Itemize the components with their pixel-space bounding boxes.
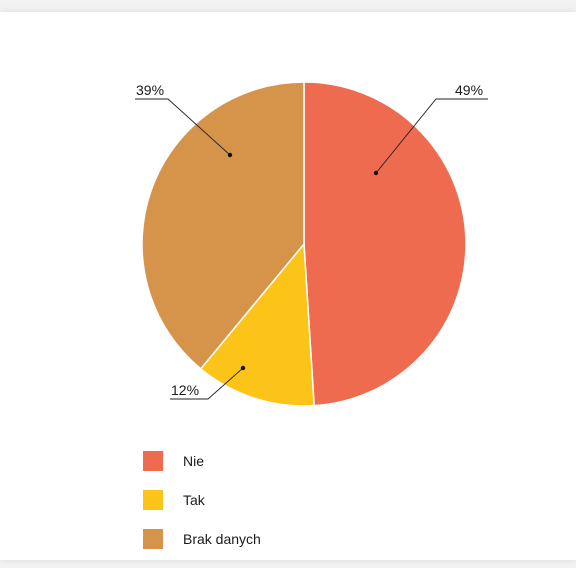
legend-label-brak-danych: Brak danych [183, 531, 261, 547]
pie-labels: 49% 12% 39% [135, 82, 488, 400]
data-label-tak: 12% [171, 382, 199, 398]
leader-line-brak-danych [135, 98, 231, 156]
data-label-brak-danych: 39% [136, 82, 164, 98]
leader-dot-tak [240, 365, 246, 371]
legend-label-nie: Nie [183, 453, 205, 469]
data-label-nie: 49% [455, 82, 483, 98]
pie-slice-nie [303, 81, 467, 407]
pie-slices [141, 81, 467, 407]
chart-card: 49% 12% 39% Nie Tak Brak danych [0, 12, 576, 560]
leader-dot-nie [373, 170, 379, 176]
legend-swatch-tak [143, 490, 163, 510]
legend-item-tak: Tak [143, 490, 261, 510]
legend-swatch-nie [143, 451, 163, 471]
leader-dot-brak-danych [227, 152, 233, 158]
legend-item-nie: Nie [143, 451, 261, 471]
pie-slice-brak-danych [141, 81, 305, 370]
leader-line-tak [170, 367, 244, 400]
legend: Nie Tak Brak danych [143, 451, 261, 568]
leader-line-nie [375, 98, 488, 174]
pie-slice-tak [199, 242, 315, 407]
legend-label-tak: Tak [183, 492, 205, 508]
pie-chart: 49% 12% 39% [135, 81, 488, 407]
legend-swatch-brak-danych [143, 529, 163, 549]
legend-item-brak-danych: Brak danych [143, 529, 261, 549]
